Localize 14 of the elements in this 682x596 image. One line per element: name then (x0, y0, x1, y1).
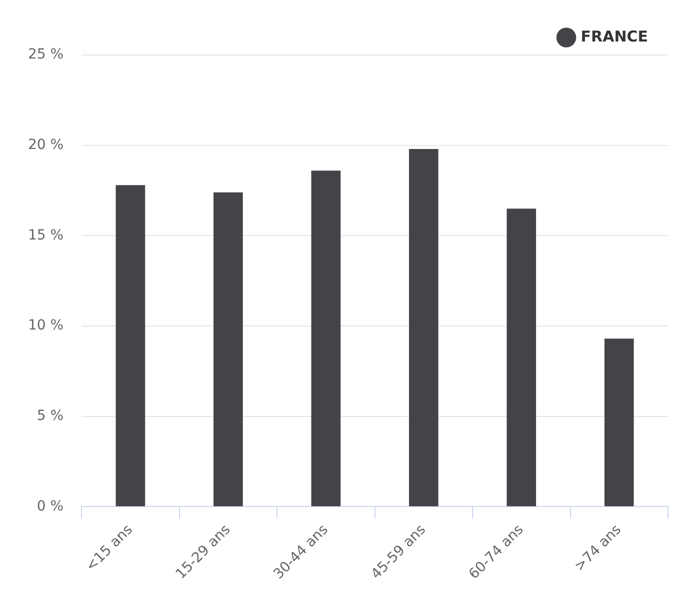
y-tick-label: 0 % (36, 498, 64, 514)
bar (214, 192, 243, 506)
y-tick-label: 5 % (36, 408, 64, 424)
bar (604, 338, 634, 506)
bar (311, 170, 341, 506)
y-tick-label: 15 % (28, 227, 64, 244)
y-tick-label: 25 % (28, 46, 64, 63)
bar (116, 185, 146, 506)
bar (408, 148, 438, 506)
y-tick-label: 10 % (28, 318, 64, 334)
y-tick-label: 20 % (28, 136, 64, 153)
x-tick-label: <15 ans (82, 522, 136, 575)
bar (506, 208, 536, 506)
legend-label: FRANCE (580, 27, 648, 46)
